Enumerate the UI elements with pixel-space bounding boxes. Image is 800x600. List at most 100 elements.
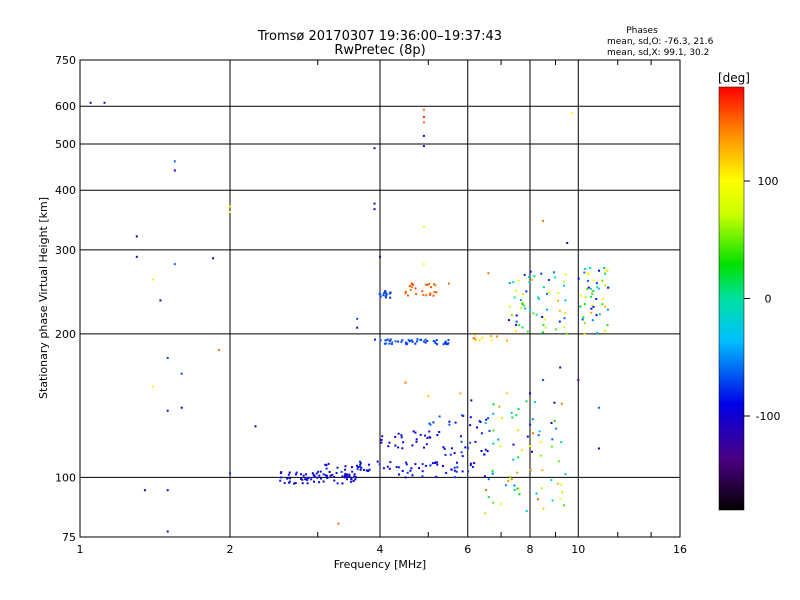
data-point (534, 401, 537, 403)
data-point (386, 338, 389, 341)
data-point (595, 282, 598, 285)
data-point (552, 271, 555, 274)
data-point (414, 463, 417, 466)
data-point (601, 279, 604, 282)
data-point (431, 462, 434, 465)
data-point (166, 489, 169, 492)
data-point (388, 342, 391, 345)
data-point (407, 338, 410, 341)
data-point (406, 342, 409, 345)
data-point (327, 462, 330, 465)
data-point (583, 322, 586, 325)
data-point (373, 202, 376, 205)
data-point (351, 466, 353, 469)
data-point (322, 480, 325, 483)
data-point (427, 395, 430, 398)
data-point (385, 342, 388, 345)
data-point (487, 272, 490, 275)
data-point (313, 480, 315, 483)
data-point (336, 482, 339, 485)
data-point (410, 467, 413, 470)
data-point (424, 464, 427, 467)
data-point (424, 283, 427, 286)
data-point (306, 478, 309, 481)
data-point (319, 477, 322, 480)
data-point (414, 287, 417, 290)
data-point (590, 311, 593, 314)
data-point (135, 255, 138, 258)
data-point (518, 324, 521, 327)
data-point (474, 440, 477, 443)
data-point (530, 278, 533, 281)
data-point (350, 478, 353, 480)
data-point (492, 429, 495, 432)
data-point (447, 342, 450, 345)
data-point (559, 497, 562, 500)
data-point (512, 281, 515, 284)
data-point (461, 414, 463, 417)
data-point (518, 493, 521, 496)
data-point (422, 145, 425, 148)
data-point (229, 205, 231, 208)
data-point (324, 463, 327, 466)
data-point (333, 479, 336, 482)
data-point (428, 430, 431, 433)
data-point (426, 340, 429, 342)
data-point (366, 470, 369, 472)
data-point (491, 472, 494, 475)
data-point (587, 273, 590, 276)
data-point (438, 431, 441, 433)
data-point (513, 484, 516, 487)
data-point (559, 366, 562, 369)
data-point (409, 469, 412, 472)
data-point (535, 492, 538, 495)
data-point (583, 332, 586, 335)
data-point (352, 480, 355, 482)
data-point (328, 471, 331, 473)
data-point (564, 473, 567, 476)
data-point (486, 450, 489, 453)
data-point (596, 331, 599, 334)
data-point (408, 340, 411, 343)
data-point (515, 314, 518, 317)
data-point (606, 324, 609, 327)
data-point (592, 305, 595, 308)
data-point (596, 286, 599, 289)
data-point (438, 415, 441, 418)
data-point (513, 489, 516, 491)
data-point (550, 445, 553, 448)
data-point (484, 448, 487, 451)
data-point (416, 340, 418, 343)
data-point (461, 455, 464, 458)
data-point (409, 289, 412, 291)
data-point (212, 257, 215, 260)
data-point (344, 465, 347, 468)
data-point (379, 255, 381, 258)
data-point (592, 290, 595, 292)
data-point (497, 438, 500, 441)
data-point (584, 268, 587, 270)
data-point (557, 292, 560, 295)
data-point (436, 343, 439, 346)
data-point (217, 349, 220, 351)
data-point (336, 466, 339, 469)
data-point (606, 269, 609, 272)
data-point (310, 478, 313, 481)
colorbar-tick-label: 100 (758, 175, 779, 188)
data-point (498, 405, 501, 408)
data-point (449, 453, 452, 456)
data-point (407, 294, 409, 297)
data-point (553, 420, 556, 422)
data-point (421, 463, 424, 466)
x-tick-label: 2 (227, 543, 234, 556)
data-point (525, 510, 528, 512)
data-point (341, 482, 344, 485)
data-point (325, 464, 328, 467)
data-point (380, 441, 383, 444)
data-point (485, 418, 488, 421)
data-point (529, 469, 532, 471)
data-point (541, 316, 544, 318)
colorbar-tick-label: 0 (765, 293, 772, 306)
data-point (344, 468, 347, 471)
data-point (414, 431, 417, 434)
